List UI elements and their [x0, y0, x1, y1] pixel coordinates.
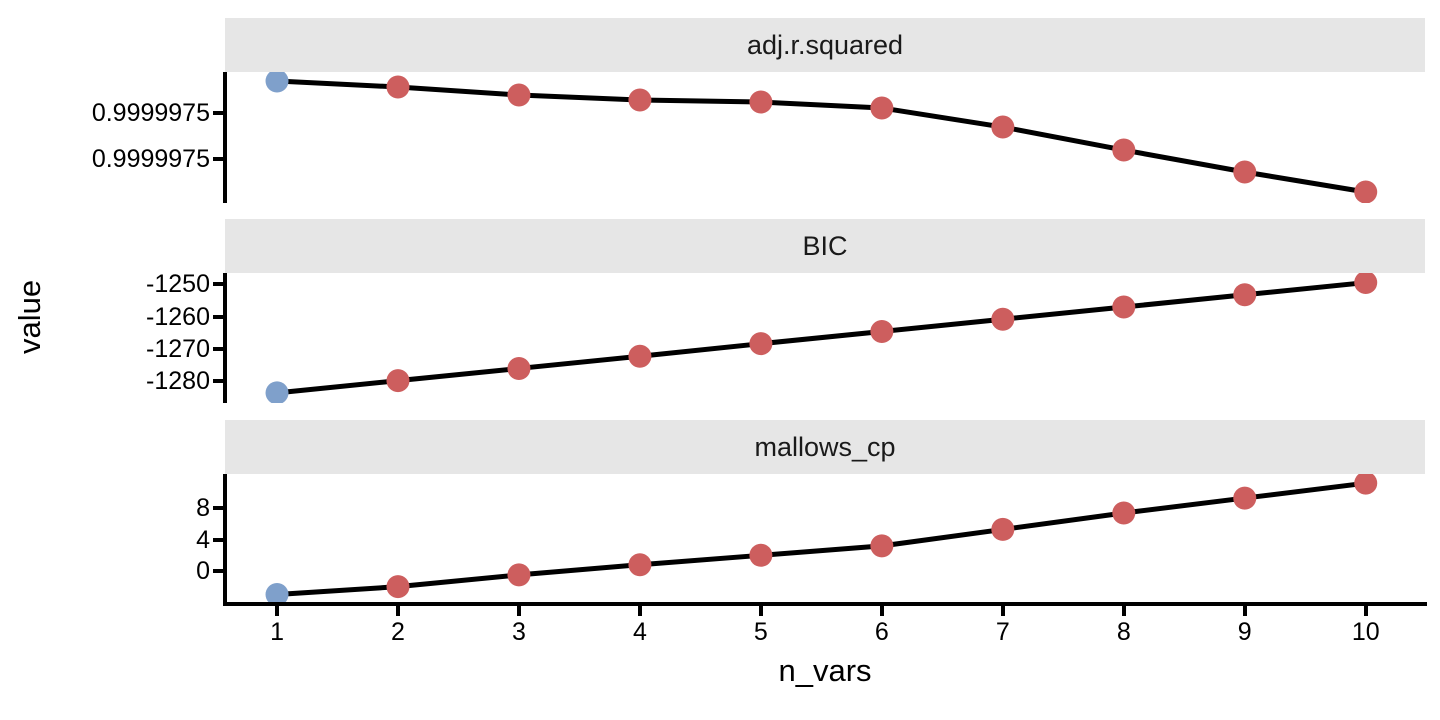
- y-tick-label: 0.9999975: [91, 99, 210, 128]
- data-point: [265, 381, 289, 403]
- y-tick-label: -1270: [146, 334, 210, 363]
- y-tick-label: 4: [196, 525, 210, 554]
- data-point: [265, 583, 289, 604]
- x-tick-label: 7: [995, 618, 1010, 646]
- data-point: [749, 332, 773, 356]
- x-tick-label: 6: [874, 618, 889, 646]
- data-point: [1112, 295, 1136, 319]
- data-point: [386, 369, 410, 393]
- data-point: [1233, 486, 1257, 510]
- x-tick-mark: [879, 606, 884, 616]
- data-point: [749, 90, 773, 114]
- data-point: [870, 319, 894, 343]
- data-point: [628, 88, 652, 112]
- data-line: [276, 78, 1367, 195]
- data-point: [265, 72, 289, 93]
- y-tick-mark: [213, 156, 223, 161]
- x-tick-label: 9: [1237, 618, 1252, 646]
- x-axis-line: [223, 602, 1427, 606]
- y-tick-mark: [213, 111, 223, 116]
- x-axis-title: n_vars: [778, 653, 872, 688]
- data-point: [628, 553, 652, 577]
- y-tick-mark: [213, 314, 223, 319]
- y-tick-mark: [213, 378, 223, 383]
- data-line: [276, 280, 1366, 396]
- data-point: [1112, 501, 1136, 525]
- data-point: [870, 534, 894, 558]
- x-tick-mark: [1121, 606, 1126, 616]
- y-tick-mark: [213, 568, 223, 573]
- y-tick-mark: [213, 346, 223, 351]
- y-tick-mark: [213, 282, 223, 287]
- x-tick-mark: [758, 606, 763, 616]
- x-tick-mark: [1000, 606, 1005, 616]
- x-tick-mark: [1363, 606, 1368, 616]
- facet-plot-area: [265, 273, 1378, 403]
- data-point: [507, 83, 531, 107]
- data-point: [991, 115, 1015, 139]
- x-tick-label: 5: [753, 618, 768, 646]
- x-tick-label: 2: [391, 618, 405, 646]
- data-point: [386, 575, 410, 599]
- data-point: [870, 96, 894, 120]
- x-tick-mark: [395, 606, 400, 616]
- y-tick-label: 0.9999975: [91, 144, 210, 173]
- y-axis-line: [223, 72, 227, 203]
- data-point: [1354, 273, 1378, 295]
- facet-strip-title: mallows_cp: [754, 431, 896, 462]
- data-point: [507, 356, 531, 380]
- y-tick-label: -1250: [146, 270, 210, 299]
- data-point: [991, 307, 1015, 331]
- data-point: [1354, 474, 1378, 495]
- facet-strip: mallows_cp: [225, 420, 1425, 474]
- y-tick-label: 0: [196, 556, 210, 585]
- facet-panel: [225, 72, 1425, 203]
- data-point: [386, 75, 410, 99]
- x-tick-mark: [516, 606, 521, 616]
- data-point: [1354, 180, 1378, 203]
- facet-panel: [225, 474, 1425, 604]
- y-tick-label: 8: [196, 494, 210, 523]
- data-line: [276, 480, 1367, 598]
- facet-strip: adj.r.squared: [225, 18, 1425, 72]
- facet-plot-area: [265, 474, 1378, 604]
- facet-strip-title: BIC: [802, 230, 848, 261]
- y-tick-label: -1260: [146, 302, 210, 331]
- data-point: [749, 543, 773, 567]
- facet-plot-area: [265, 72, 1378, 203]
- data-point: [507, 563, 531, 587]
- x-tick-label: 1: [270, 618, 284, 646]
- x-tick-label: 3: [511, 618, 526, 646]
- facet-strip-title: adj.r.squared: [746, 29, 904, 60]
- data-point: [1233, 160, 1257, 184]
- data-point: [1233, 283, 1257, 307]
- y-axis-line: [223, 273, 227, 403]
- data-point: [1112, 138, 1136, 162]
- y-tick-label: -1280: [146, 366, 210, 395]
- facet-strip: BIC: [225, 219, 1425, 273]
- y-tick-mark: [213, 506, 223, 511]
- x-tick-label: 4: [632, 618, 647, 646]
- x-tick-mark: [275, 606, 280, 616]
- x-tick-label: 8: [1116, 618, 1131, 646]
- x-tick-mark: [1242, 606, 1247, 616]
- facet-panel: [225, 273, 1425, 403]
- x-tick-mark: [637, 606, 642, 616]
- y-tick-mark: [213, 537, 223, 542]
- data-point: [628, 344, 652, 368]
- x-tick-label: 10: [1351, 618, 1380, 646]
- y-axis-line: [223, 474, 227, 604]
- data-point: [991, 517, 1015, 541]
